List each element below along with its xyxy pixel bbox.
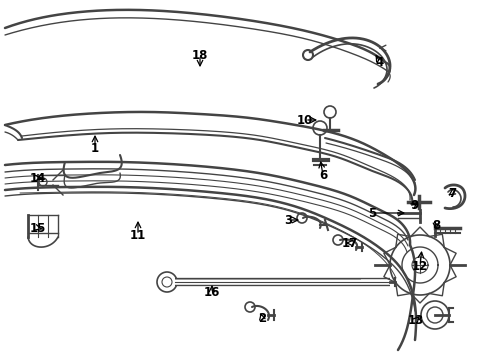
Text: 17: 17 <box>342 237 358 249</box>
Text: 3: 3 <box>284 213 292 226</box>
Text: 1: 1 <box>91 141 99 154</box>
Text: 14: 14 <box>30 171 46 185</box>
Text: 5: 5 <box>368 207 376 220</box>
Text: 6: 6 <box>319 168 327 181</box>
Text: 12: 12 <box>412 260 428 273</box>
Text: 9: 9 <box>410 198 418 212</box>
Text: 10: 10 <box>297 113 313 126</box>
Text: 7: 7 <box>448 186 456 199</box>
Text: 2: 2 <box>258 311 266 324</box>
Text: 13: 13 <box>408 314 424 327</box>
Text: 16: 16 <box>204 287 220 300</box>
Text: 11: 11 <box>130 229 146 242</box>
Text: 15: 15 <box>30 221 46 234</box>
Text: 4: 4 <box>376 55 384 68</box>
Text: 8: 8 <box>432 219 440 231</box>
Text: 18: 18 <box>192 49 208 62</box>
